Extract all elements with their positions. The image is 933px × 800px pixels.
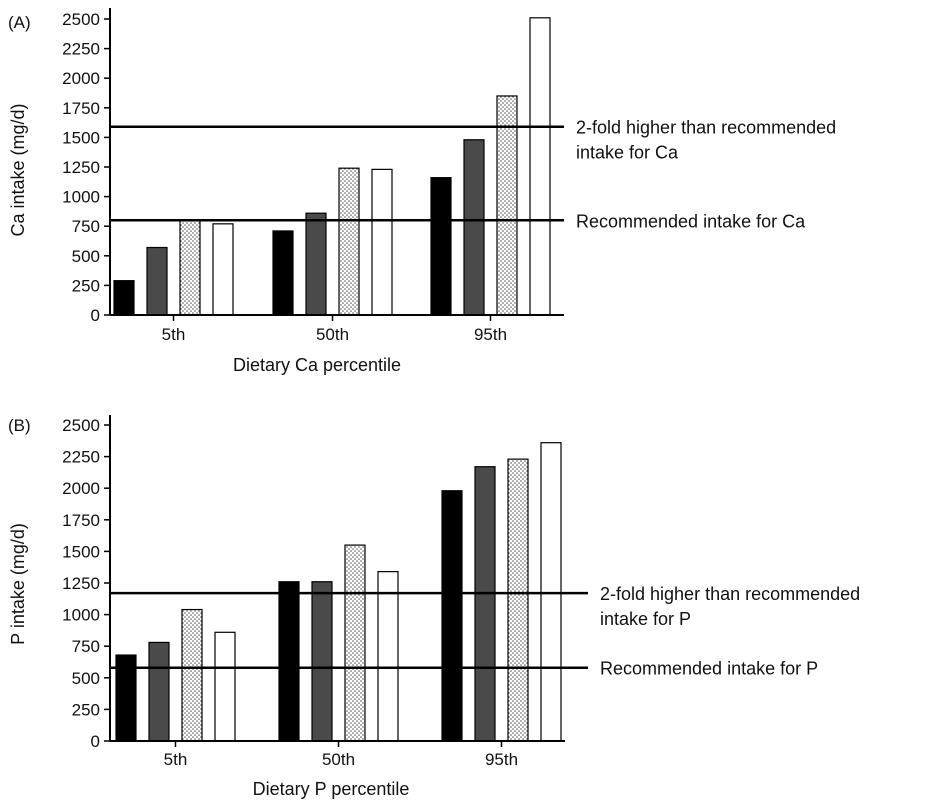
y-tick-label: 2500 [62,10,100,29]
bar-50th-series-1 [272,230,294,316]
y-tick-label: 750 [72,217,100,236]
panel-b-xlabel: Dietary P percentile [253,779,410,799]
y-tick-label: 2000 [62,479,100,498]
y-tick-label: 750 [72,637,100,656]
y-tick-label: 0 [91,732,100,751]
bar-50th-series-3 [338,167,360,316]
bar-95th-series-1 [441,490,463,742]
y-tick-label: 0 [91,306,100,325]
category-label: 95th [474,325,507,344]
reference-line-label: intake for P [600,609,691,629]
bar-5th-series-2 [146,246,168,316]
y-tick-label: 2500 [62,416,100,435]
bar-5th-series-4 [212,223,234,316]
category-label: 5th [164,750,188,769]
y-tick-label: 1000 [62,606,100,625]
panel-a-bars [113,17,551,316]
bar-95th-series-3 [507,458,529,742]
y-tick-label: 1500 [62,542,100,561]
bar-95th-series-4 [529,17,551,316]
panel-b: (B) P intake (mg/d) 0 250 500 750 1000 1250 15… [8,415,860,799]
bar-50th-series-3 [344,544,366,742]
y-tick-label: 500 [72,247,100,266]
panel-a: (A) Ca intake (mg/d) 0 250 500 750 1000 1250 1… [8,8,836,375]
bar-95th-series-3 [496,95,518,316]
panel-a-yticks: 0 250 500 750 1000 1250 1500 1750 2000 2250 2500 [62,10,110,325]
y-tick-label: 1250 [62,158,100,177]
bar-5th-series-3 [179,219,201,316]
y-tick-label: 250 [72,700,100,719]
bar-50th-series-4 [371,168,393,316]
bar-5th-series-3 [181,608,203,742]
bar-5th-series-4 [214,631,236,742]
panel-a-label: (A) [8,13,31,32]
reference-line-label: 2-fold higher than recommended [600,584,860,604]
bar-50th-series-2 [305,212,327,316]
bar-95th-series-1 [430,177,452,316]
y-tick-label: 250 [72,276,100,295]
bar-95th-series-2 [463,139,485,316]
y-tick-label: 2250 [62,448,100,467]
bar-50th-series-1 [278,581,300,742]
bar-5th-series-1 [113,280,135,316]
reference-line-label: intake for Ca [576,143,679,163]
reference-line-label: Recommended intake for Ca [576,211,806,231]
panel-b-label: (B) [8,416,31,435]
bar-95th-series-2 [474,466,496,742]
category-label: 5th [162,325,186,344]
panel-b-reference-lines: 2-fold higher than recommended intake for… [110,584,860,679]
y-tick-label: 500 [72,669,100,688]
y-tick-label: 1000 [62,188,100,207]
y-tick-label: 1750 [62,99,100,118]
category-label: 95th [485,750,518,769]
panel-a-xlabel: Dietary Ca percentile [233,355,401,375]
y-tick-label: 1750 [62,511,100,530]
y-tick-label: 1250 [62,574,100,593]
reference-line-label: 2-fold higher than recommended [576,118,836,138]
category-label: 50th [316,325,349,344]
y-tick-label: 1500 [62,128,100,147]
bar-50th-series-4 [377,571,399,742]
panel-b-ylabel: P intake (mg/d) [8,523,28,645]
panel-a-reference-lines: 2-fold higher than recommended intake for… [110,118,836,231]
y-tick-label: 2000 [62,69,100,88]
bar-50th-series-2 [311,581,333,742]
panel-b-yticks: 0 250 500 750 1000 1250 1500 1750 2000 2250 2500 [62,416,110,751]
bar-5th-series-2 [148,641,170,742]
panel-b-bars [115,442,562,742]
reference-line-label: Recommended intake for P [600,659,818,679]
category-label: 50th [322,750,355,769]
y-tick-label: 2250 [62,40,100,59]
panel-a-ylabel: Ca intake (mg/d) [8,103,28,236]
bar-95th-series-4 [540,442,562,742]
panel-b-categories: 5th 50th 95th [164,741,518,769]
panel-a-categories: 5th 50th 95th [162,315,507,344]
